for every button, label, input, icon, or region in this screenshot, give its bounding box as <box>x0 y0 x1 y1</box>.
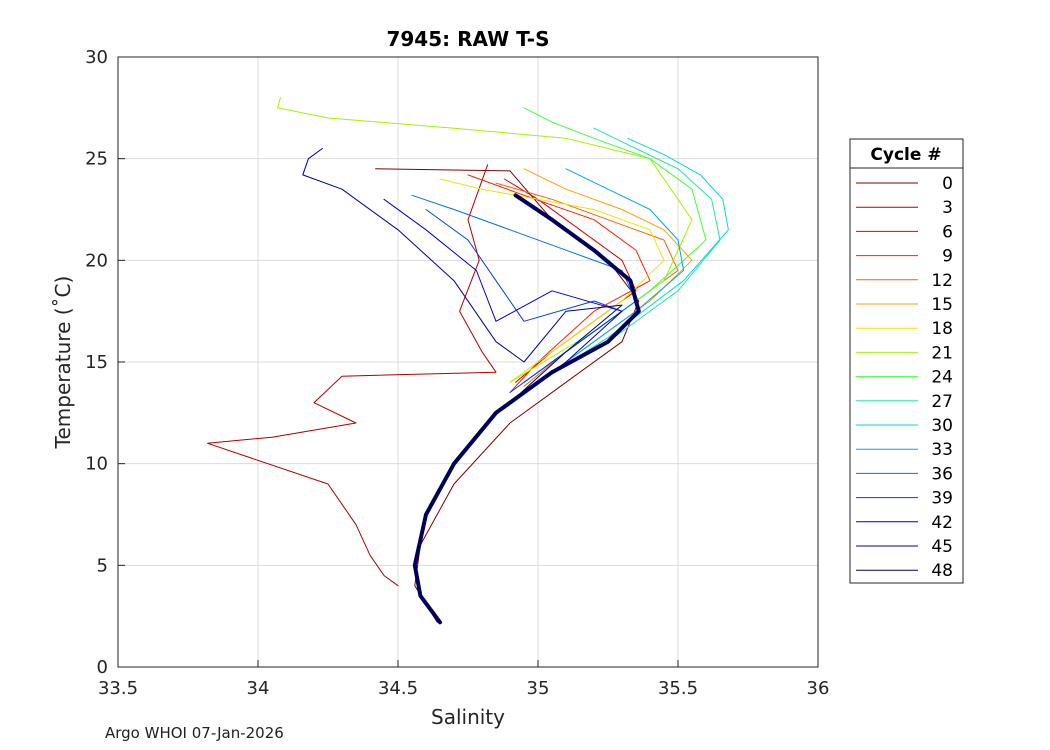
footer-credit: Argo WHOI 07-Jan-2026 <box>105 724 284 742</box>
x-tick-label: 33.5 <box>98 678 138 699</box>
series-line-cycle-6 <box>503 178 637 383</box>
y-tick-label: 0 <box>97 657 108 678</box>
x-tick-label: 36 <box>807 678 830 699</box>
series-layer <box>207 97 729 625</box>
x-tick-label: 34.5 <box>378 678 418 699</box>
series-line-cycle-39 <box>425 209 623 393</box>
y-axis-label: Temperature (˚C) <box>51 276 75 450</box>
legend-label: 42 <box>931 513 953 533</box>
series-line-cycle-33 <box>523 168 685 393</box>
legend-label: 9 <box>942 247 953 267</box>
y-tick-label: 15 <box>85 352 108 373</box>
series-line-cycle-12 <box>495 182 679 387</box>
grid <box>118 57 818 667</box>
y-tick-label: 10 <box>85 454 108 475</box>
legend-box <box>849 138 964 584</box>
x-axis-label: Salinity <box>431 705 505 729</box>
legend-title: Cycle # <box>870 145 941 165</box>
legend-label: 0 <box>942 174 953 194</box>
series-line-cycle-42 <box>383 198 623 404</box>
ticks: 33.5 34 34.5 35 35.5 36 0 5 10 15 20 25 30 <box>85 47 829 699</box>
legend-label: 36 <box>931 464 953 484</box>
chart-title: 7945: RAW T-S <box>386 27 549 51</box>
y-tick-label: 30 <box>85 47 108 68</box>
series-line-cycle-48 <box>412 193 641 625</box>
series-line-cycle-27 <box>537 127 721 383</box>
x-tick-label: 35 <box>527 678 550 699</box>
x-tick-label: 35.5 <box>658 678 698 699</box>
y-tick-label: 25 <box>85 149 108 170</box>
series-line-cycle-9 <box>467 174 651 393</box>
legend-label: 21 <box>931 343 953 363</box>
legend-label: 6 <box>942 222 953 242</box>
series-line-cycle-18 <box>439 178 665 383</box>
legend-label: 48 <box>931 561 953 581</box>
series-line-cycle-45 <box>302 148 623 404</box>
legend-label: 12 <box>931 271 953 291</box>
x-tick-label: 34 <box>247 678 270 699</box>
legend-label: 45 <box>931 537 953 557</box>
legend-label: 39 <box>931 489 953 509</box>
series-line-cycle-0 <box>375 168 640 623</box>
y-tick-label: 5 <box>97 555 108 576</box>
legend-label: 15 <box>931 295 953 315</box>
legend-label: 30 <box>931 416 953 436</box>
legend-label: 3 <box>942 198 953 218</box>
legend-label: 27 <box>931 392 953 412</box>
y-tick-label: 20 <box>85 250 108 271</box>
series-line-cycle-3 <box>207 164 497 587</box>
legend-label: 33 <box>931 440 953 460</box>
legend-label: 24 <box>931 368 953 388</box>
legend-label: 18 <box>931 319 953 339</box>
series-line-cycle-21 <box>277 97 693 383</box>
